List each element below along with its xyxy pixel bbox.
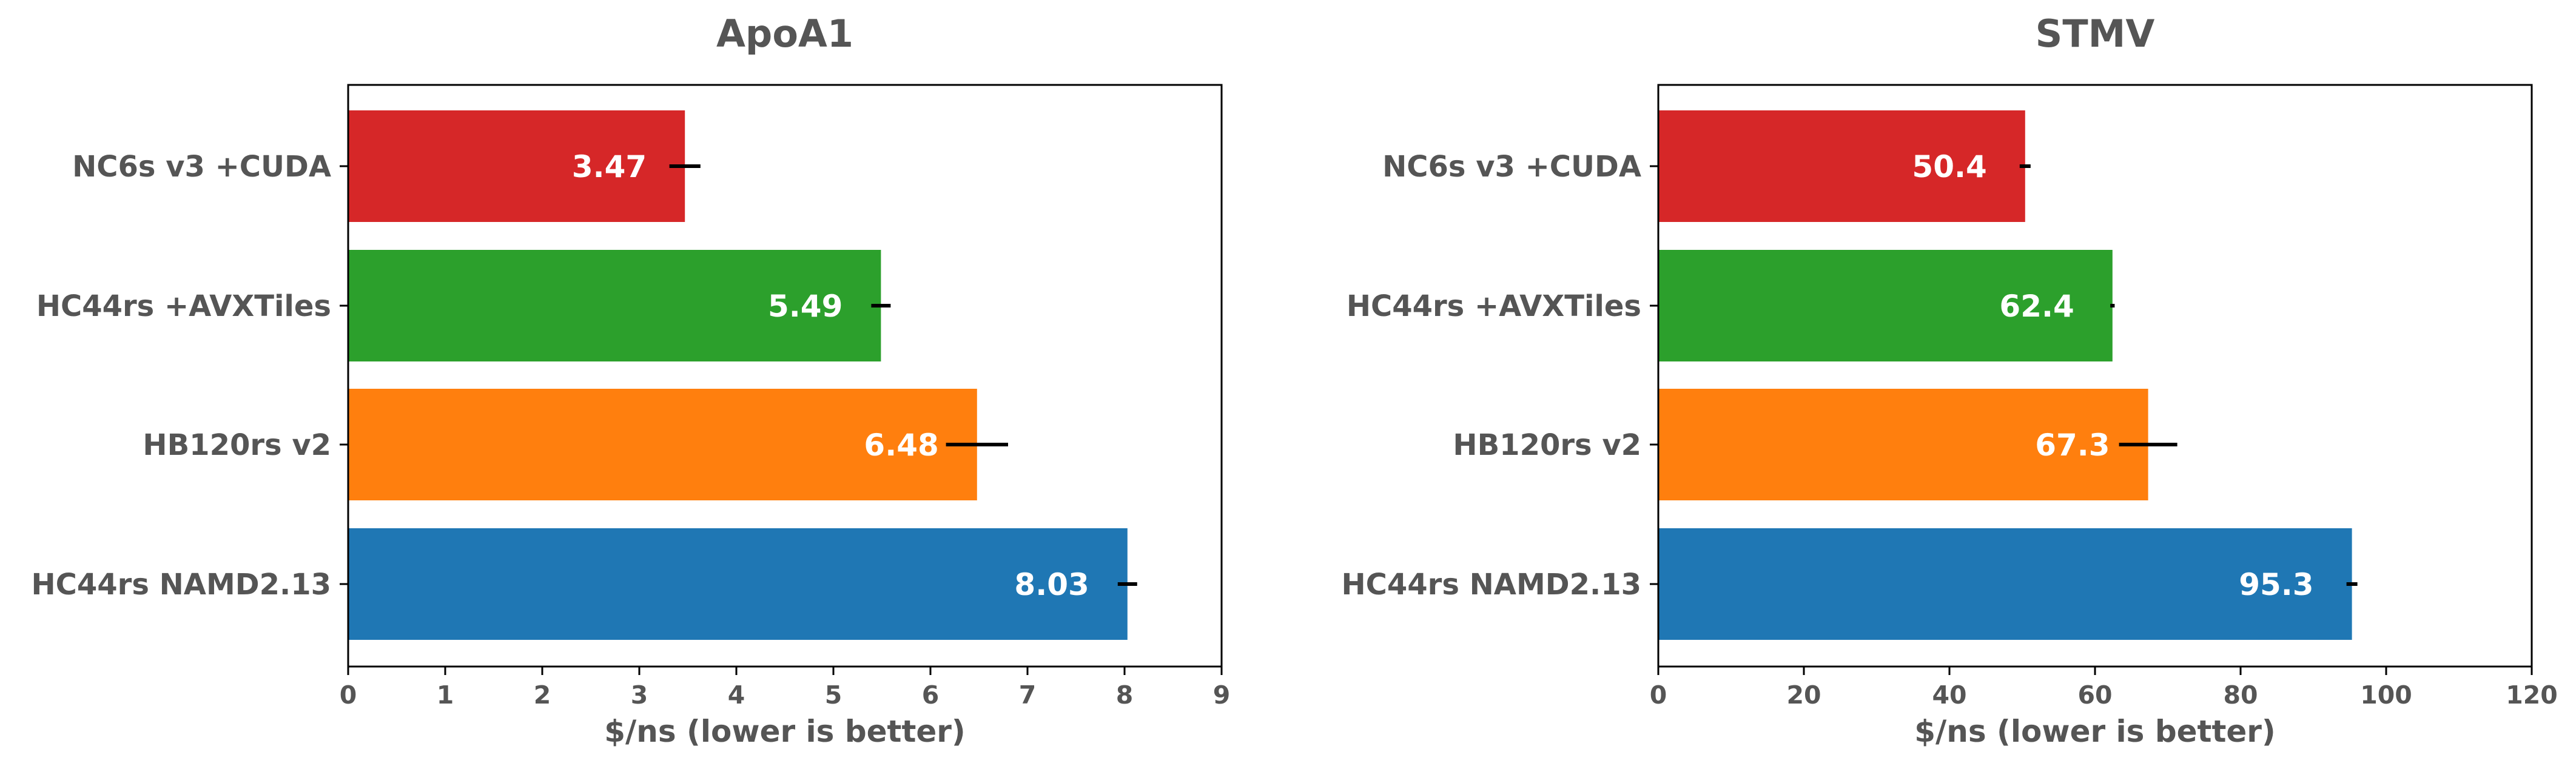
- y-tick-label: HC44rs +AVXTiles: [1347, 289, 1641, 323]
- x-tick-label: 7: [1019, 680, 1037, 710]
- x-tick-label: 1: [437, 680, 454, 710]
- y-ticks: NC6s v3 +CUDA HC44rs +AVXTiles HB120rs v2 H…: [31, 150, 348, 602]
- bar: [1658, 250, 2113, 361]
- bar: [348, 389, 977, 500]
- bar: [348, 528, 1128, 640]
- x-tick-label: 80: [2223, 680, 2258, 710]
- bar: [348, 110, 685, 222]
- bars: 50.4 62.4 67.3 95.3: [1658, 110, 2358, 640]
- x-tick-label: 4: [728, 680, 745, 710]
- x-axis-label: $/ns (lower is better): [604, 714, 966, 749]
- x-tick-label: 40: [1932, 680, 1966, 710]
- value-label: 3.47: [572, 149, 647, 184]
- bar: [348, 250, 881, 361]
- x-tick-label: 9: [1213, 680, 1231, 710]
- x-tick-label: 0: [340, 680, 357, 710]
- x-tick-label: 20: [1786, 680, 1821, 710]
- y-tick-label: HB120rs v2: [1453, 428, 1641, 462]
- value-label: 50.4: [1912, 149, 1986, 184]
- y-tick-label: HB120rs v2: [143, 428, 331, 462]
- x-tick-label: 8: [1116, 680, 1134, 710]
- x-tick-label: 2: [534, 680, 551, 710]
- axes-frame: [347, 84, 1223, 668]
- x-ticks: 0 20 40 60 80 100 120: [1650, 667, 2558, 710]
- bar: [1658, 528, 2352, 640]
- value-label: 5.49: [768, 289, 842, 324]
- value-label: 6.48: [864, 428, 938, 463]
- bar: [1658, 110, 2025, 222]
- value-label: 95.3: [2239, 567, 2313, 602]
- x-axis-label: $/ns (lower is better): [1914, 714, 2276, 749]
- y-tick-label: HC44rs NAMD2.13: [31, 568, 331, 602]
- value-label: 62.4: [1999, 289, 2074, 324]
- y-tick-label: NC6s v3 +CUDA: [72, 150, 331, 184]
- x-tick-label: 0: [1650, 680, 1667, 710]
- y-tick-label: HC44rs NAMD2.13: [1341, 568, 1641, 602]
- chart-stmv: STMV 50.4 62.4 67.3 95.3 NC6s v3 +CUDA HC44r…: [1341, 12, 2557, 749]
- x-tick-label: 3: [631, 680, 648, 710]
- bar: [1658, 389, 2148, 500]
- bars: 3.47 5.49 6.48 8.03: [348, 110, 1137, 640]
- value-label: 8.03: [1014, 567, 1089, 602]
- y-tick-label: NC6s v3 +CUDA: [1382, 150, 1641, 184]
- y-ticks: NC6s v3 +CUDA HC44rs +AVXTiles HB120rs v2 H…: [1341, 150, 1658, 602]
- y-tick-label: HC44rs +AVXTiles: [36, 289, 331, 323]
- x-tick-label: 5: [825, 680, 842, 710]
- chart-apoa1: ApoA1 3.47 5.49 6.48 8.03 NC6s v3 +CUDA HC44…: [31, 12, 1230, 749]
- chart-title: ApoA1: [716, 12, 853, 56]
- value-label: 67.3: [2035, 428, 2110, 463]
- x-tick-label: 6: [922, 680, 940, 710]
- x-tick-label: 60: [2077, 680, 2112, 710]
- x-tick-label: 120: [2506, 680, 2558, 710]
- x-ticks: 0 1 2 3 4 5 6 7 8 9: [340, 667, 1231, 710]
- x-tick-label: 100: [2360, 680, 2412, 710]
- chart-title: STMV: [2036, 12, 2155, 56]
